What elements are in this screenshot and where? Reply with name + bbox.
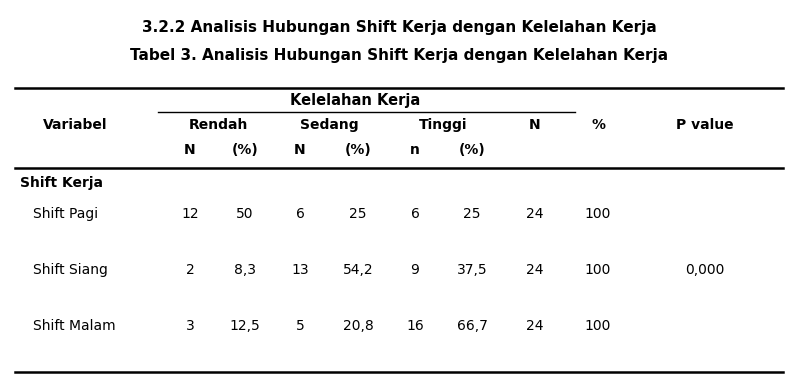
Text: n: n	[410, 143, 420, 157]
Text: 8,3: 8,3	[234, 263, 256, 277]
Text: Tabel 3. Analisis Hubungan Shift Kerja dengan Kelelahan Kerja: Tabel 3. Analisis Hubungan Shift Kerja d…	[130, 48, 668, 63]
Text: 100: 100	[585, 263, 611, 277]
Text: N: N	[529, 118, 541, 132]
Text: Shift Siang: Shift Siang	[33, 263, 108, 277]
Text: Sedang: Sedang	[300, 118, 358, 132]
Text: 12: 12	[181, 207, 199, 221]
Text: 54,2: 54,2	[342, 263, 373, 277]
Text: 66,7: 66,7	[456, 319, 488, 333]
Text: 13: 13	[291, 263, 309, 277]
Text: N: N	[294, 143, 306, 157]
Text: Rendah: Rendah	[188, 118, 247, 132]
Text: 37,5: 37,5	[456, 263, 488, 277]
Text: 5: 5	[295, 319, 304, 333]
Text: (%): (%)	[231, 143, 259, 157]
Text: 25: 25	[464, 207, 480, 221]
Text: 100: 100	[585, 207, 611, 221]
Text: 2: 2	[186, 263, 195, 277]
Text: 24: 24	[526, 319, 543, 333]
Text: 6: 6	[410, 207, 420, 221]
Text: 12,5: 12,5	[230, 319, 260, 333]
Text: Variabel: Variabel	[43, 118, 107, 132]
Text: 25: 25	[350, 207, 367, 221]
Text: Tinggi: Tinggi	[419, 118, 468, 132]
Text: (%): (%)	[345, 143, 371, 157]
Text: 6: 6	[295, 207, 305, 221]
Text: 50: 50	[236, 207, 254, 221]
Text: 24: 24	[526, 207, 543, 221]
Text: %: %	[591, 118, 605, 132]
Text: 3: 3	[186, 319, 195, 333]
Text: 9: 9	[410, 263, 420, 277]
Text: N: N	[184, 143, 196, 157]
Text: 3.2.2 Analisis Hubungan Shift Kerja dengan Kelelahan Kerja: 3.2.2 Analisis Hubungan Shift Kerja deng…	[141, 20, 657, 35]
Text: 16: 16	[406, 319, 424, 333]
Text: Shift Kerja: Shift Kerja	[20, 176, 103, 190]
Text: 100: 100	[585, 319, 611, 333]
Text: Shift Pagi: Shift Pagi	[33, 207, 98, 221]
Text: 20,8: 20,8	[342, 319, 373, 333]
Text: Kelelahan Kerja: Kelelahan Kerja	[290, 93, 420, 108]
Text: P value: P value	[676, 118, 734, 132]
Text: (%): (%)	[459, 143, 485, 157]
Text: Shift Malam: Shift Malam	[33, 319, 116, 333]
Text: 0,000: 0,000	[685, 263, 725, 277]
Text: 24: 24	[526, 263, 543, 277]
